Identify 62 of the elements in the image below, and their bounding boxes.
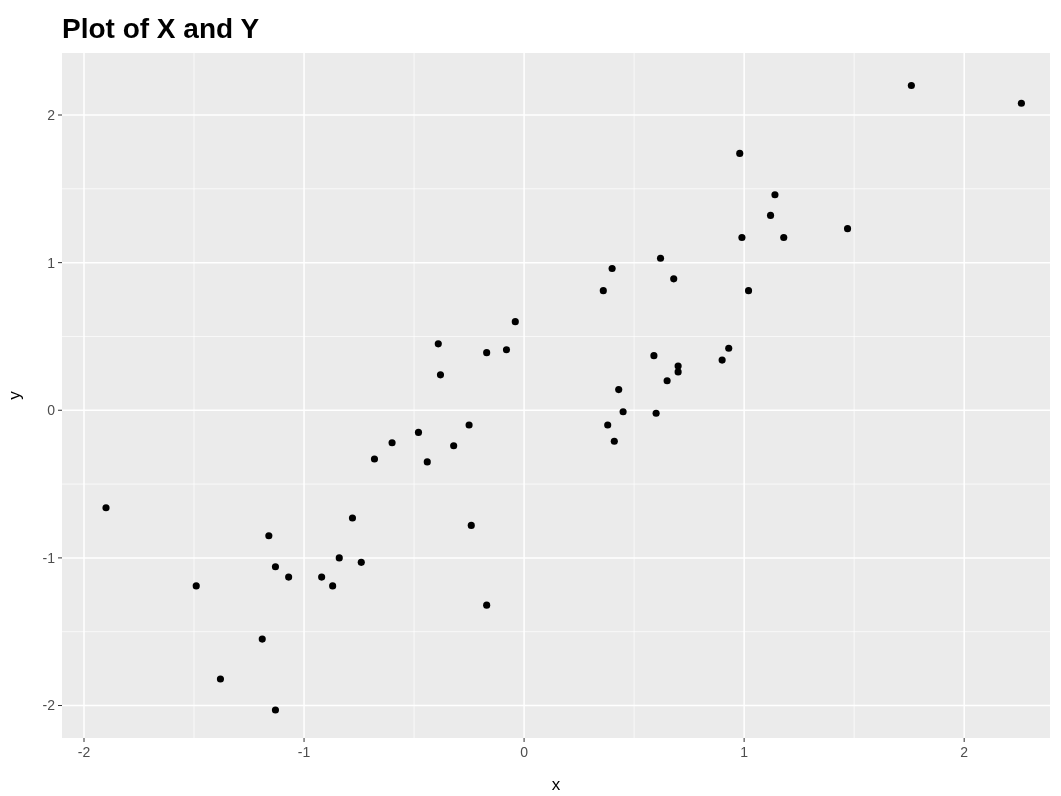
- point: [483, 349, 491, 357]
- point: [329, 582, 337, 590]
- point: [619, 408, 627, 416]
- point: [258, 635, 266, 643]
- point: [725, 344, 733, 352]
- point: [102, 504, 110, 512]
- point: [271, 706, 280, 714]
- y-tick-label: 2: [47, 106, 56, 123]
- point: [780, 233, 788, 242]
- x-tick-label: 2: [960, 744, 969, 760]
- point: [766, 211, 775, 219]
- point: [511, 318, 519, 326]
- point: [502, 346, 511, 354]
- point: [388, 439, 396, 447]
- x-tick-label: 0: [520, 744, 529, 760]
- point: [650, 352, 658, 360]
- point: [674, 368, 682, 376]
- x-axis-title: x: [551, 775, 561, 794]
- x-tick-label: -1: [297, 744, 311, 760]
- point: [436, 371, 445, 379]
- point: [744, 287, 753, 295]
- x-tick-label: -2: [77, 744, 91, 760]
- point: [335, 554, 343, 562]
- point: [610, 437, 618, 445]
- point: [483, 601, 491, 609]
- x-tick-label: 1: [740, 744, 749, 760]
- point: [718, 356, 726, 364]
- point: [450, 442, 458, 450]
- point: [265, 532, 273, 540]
- point: [738, 233, 746, 242]
- point: [370, 455, 379, 463]
- point: [663, 377, 671, 385]
- y-tick-label: -1: [42, 549, 56, 566]
- point: [271, 563, 280, 571]
- point: [615, 386, 623, 394]
- point: [318, 573, 326, 581]
- point: [604, 421, 612, 429]
- point: [652, 409, 660, 417]
- y-tick-label: -2: [42, 697, 56, 714]
- y-tick-label: 0: [47, 402, 56, 419]
- point: [348, 514, 357, 522]
- point: [843, 225, 852, 233]
- point: [608, 264, 616, 273]
- point: [670, 275, 678, 283]
- point: [357, 558, 365, 566]
- point: [414, 428, 423, 436]
- point: [656, 254, 665, 262]
- point: [423, 458, 431, 466]
- y-tick-label: 1: [47, 254, 56, 271]
- point: [599, 287, 607, 295]
- point: [467, 521, 475, 529]
- point: [465, 421, 473, 429]
- point: [736, 149, 744, 157]
- point: [216, 675, 224, 683]
- y-axis-title: y: [5, 390, 24, 400]
- point: [1017, 99, 1025, 107]
- point: [907, 81, 915, 90]
- point: [285, 573, 293, 581]
- chart-title: Plot of X and Y: [62, 13, 260, 44]
- point: [434, 340, 442, 348]
- point: [192, 582, 200, 590]
- point: [771, 191, 779, 199]
